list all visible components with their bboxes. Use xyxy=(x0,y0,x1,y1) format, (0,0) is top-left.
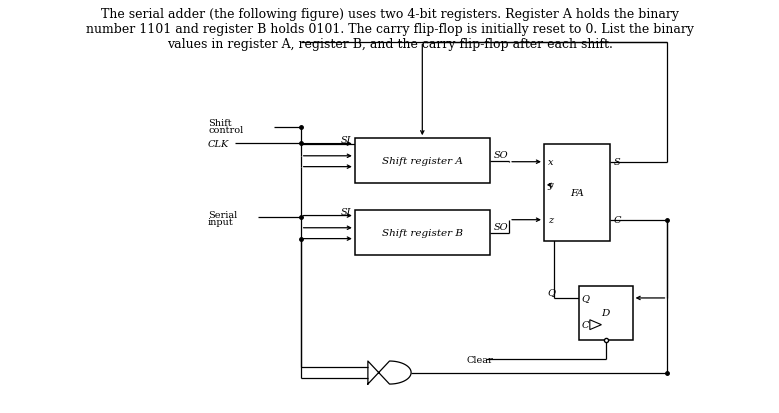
Text: Serial: Serial xyxy=(208,210,238,219)
Bar xyxy=(354,139,490,184)
Text: Q: Q xyxy=(547,287,555,297)
Text: C: C xyxy=(582,320,589,330)
Text: D: D xyxy=(601,309,610,318)
Text: S: S xyxy=(613,158,620,167)
Text: z: z xyxy=(548,216,553,225)
Text: SI: SI xyxy=(340,135,351,145)
Bar xyxy=(544,145,609,241)
Text: Shift register A: Shift register A xyxy=(382,157,463,166)
Text: control: control xyxy=(208,126,243,135)
Text: x: x xyxy=(548,158,553,167)
Text: Clear: Clear xyxy=(467,355,493,364)
Text: Shift: Shift xyxy=(208,119,231,128)
Text: SO: SO xyxy=(494,151,509,160)
Text: FA: FA xyxy=(569,189,583,198)
Bar xyxy=(579,287,633,340)
Text: Q: Q xyxy=(582,294,590,303)
Text: y: y xyxy=(548,181,553,190)
Text: SI: SI xyxy=(340,207,351,216)
Text: CLK: CLK xyxy=(208,139,229,148)
Text: The serial adder (the following figure) uses two 4-bit registers. Register A hol: The serial adder (the following figure) … xyxy=(86,7,693,50)
Text: SO: SO xyxy=(494,223,509,232)
Bar xyxy=(354,211,490,256)
Text: input: input xyxy=(208,217,234,226)
Text: C: C xyxy=(613,216,621,225)
Text: Shift register B: Shift register B xyxy=(382,229,463,237)
Polygon shape xyxy=(368,361,411,384)
